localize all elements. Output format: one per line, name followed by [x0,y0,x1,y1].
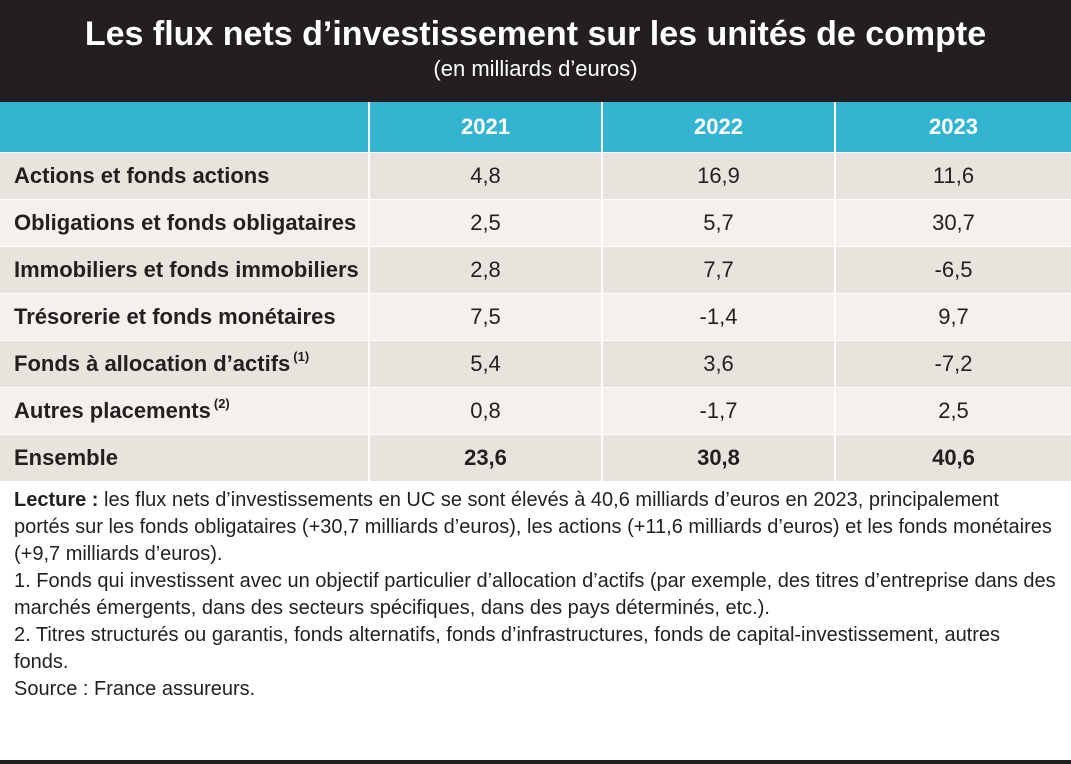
row-label-text: Trésorerie et fonds monétaires [14,304,336,329]
table-cell: 11,6 [834,152,1071,200]
row-label-text: Obligations et fonds obligataires [14,210,357,235]
footnote-1: 1. Fonds qui investissent avec un object… [14,570,1056,619]
bottom-rule [0,760,1071,764]
table-row: Autres placements (2) 0,8 -1,7 2,5 [0,387,1071,435]
lecture-note: Lecture : les flux nets d’investissement… [14,487,1057,568]
row-label-text: Autres placements [14,398,211,423]
row-label: Obligations et fonds obligataires [0,199,369,247]
table-row: Obligations et fonds obligataires 2,5 5,… [0,199,1071,247]
table-cell: -1,7 [601,387,835,435]
table-row: Immobiliers et fonds immobiliers 2,8 7,7… [0,246,1071,294]
footnote-ref: (1) [293,349,310,364]
row-label-text: Fonds à allocation d’actifs [14,351,291,376]
lecture-text: les flux nets d’investissements en UC se… [14,489,1052,565]
source-note: Source : France assureurs. [14,678,256,700]
column-header-label [0,102,369,153]
table-cell: 9,7 [834,293,1071,341]
column-header-2022: 2022 [601,102,835,153]
lecture-label: Lecture : [14,489,99,511]
total-cell: 40,6 [834,434,1071,481]
row-label: Immobiliers et fonds immobiliers [0,246,369,294]
row-label: Ensemble [0,434,369,481]
table-cell: 5,7 [601,199,835,247]
table-cell: 7,7 [601,246,835,294]
data-table: 2021 2022 2023 Actions et fonds actions … [0,102,1071,481]
row-label: Trésorerie et fonds monétaires [0,293,369,341]
footnote-ref: (2) [213,396,230,411]
table-cell: 5,4 [368,340,602,388]
figure-header: Les flux nets d’investissement sur les u… [0,0,1071,102]
table-cell: 3,6 [601,340,835,388]
total-cell: 30,8 [601,434,835,481]
column-header-2023: 2023 [834,102,1071,153]
table-cell: 2,5 [834,387,1071,435]
row-label: Actions et fonds actions [0,152,369,200]
row-label: Fonds à allocation d’actifs (1) [0,340,369,388]
figure-notes: Lecture : les flux nets d’investissement… [0,481,1071,703]
table-cell: 7,5 [368,293,602,341]
row-label-text: Actions et fonds actions [14,163,270,188]
column-header-row: 2021 2022 2023 [0,102,1071,153]
row-label: Autres placements (2) [0,387,369,435]
footnote-2: 2. Titres structurés ou garantis, fonds … [14,624,1001,673]
table-cell: 30,7 [834,199,1071,247]
table-cell: 4,8 [368,152,602,200]
row-label-text: Immobiliers et fonds immobiliers [14,257,359,282]
table-cell: 16,9 [601,152,835,200]
figure-title: Les flux nets d’investissement sur les u… [84,15,987,53]
table-cell: -7,2 [834,340,1071,388]
figure-subtitle: (en milliards d’euros) [433,56,638,81]
table-cell: 2,5 [368,199,602,247]
table-cell: -6,5 [834,246,1071,294]
table-row: Trésorerie et fonds monétaires 7,5 -1,4 … [0,293,1071,341]
column-header-2021: 2021 [368,102,602,153]
table-row: Fonds à allocation d’actifs (1) 5,4 3,6 -… [0,340,1071,388]
table-cell: 2,8 [368,246,602,294]
table-row: Actions et fonds actions 4,8 16,9 11,6 [0,152,1071,200]
total-cell: 23,6 [368,434,602,481]
total-label: Ensemble [14,445,118,470]
table-cell: -1,4 [601,293,835,341]
total-row: Ensemble 23,6 30,8 40,6 [0,434,1071,481]
table-cell: 0,8 [368,387,602,435]
